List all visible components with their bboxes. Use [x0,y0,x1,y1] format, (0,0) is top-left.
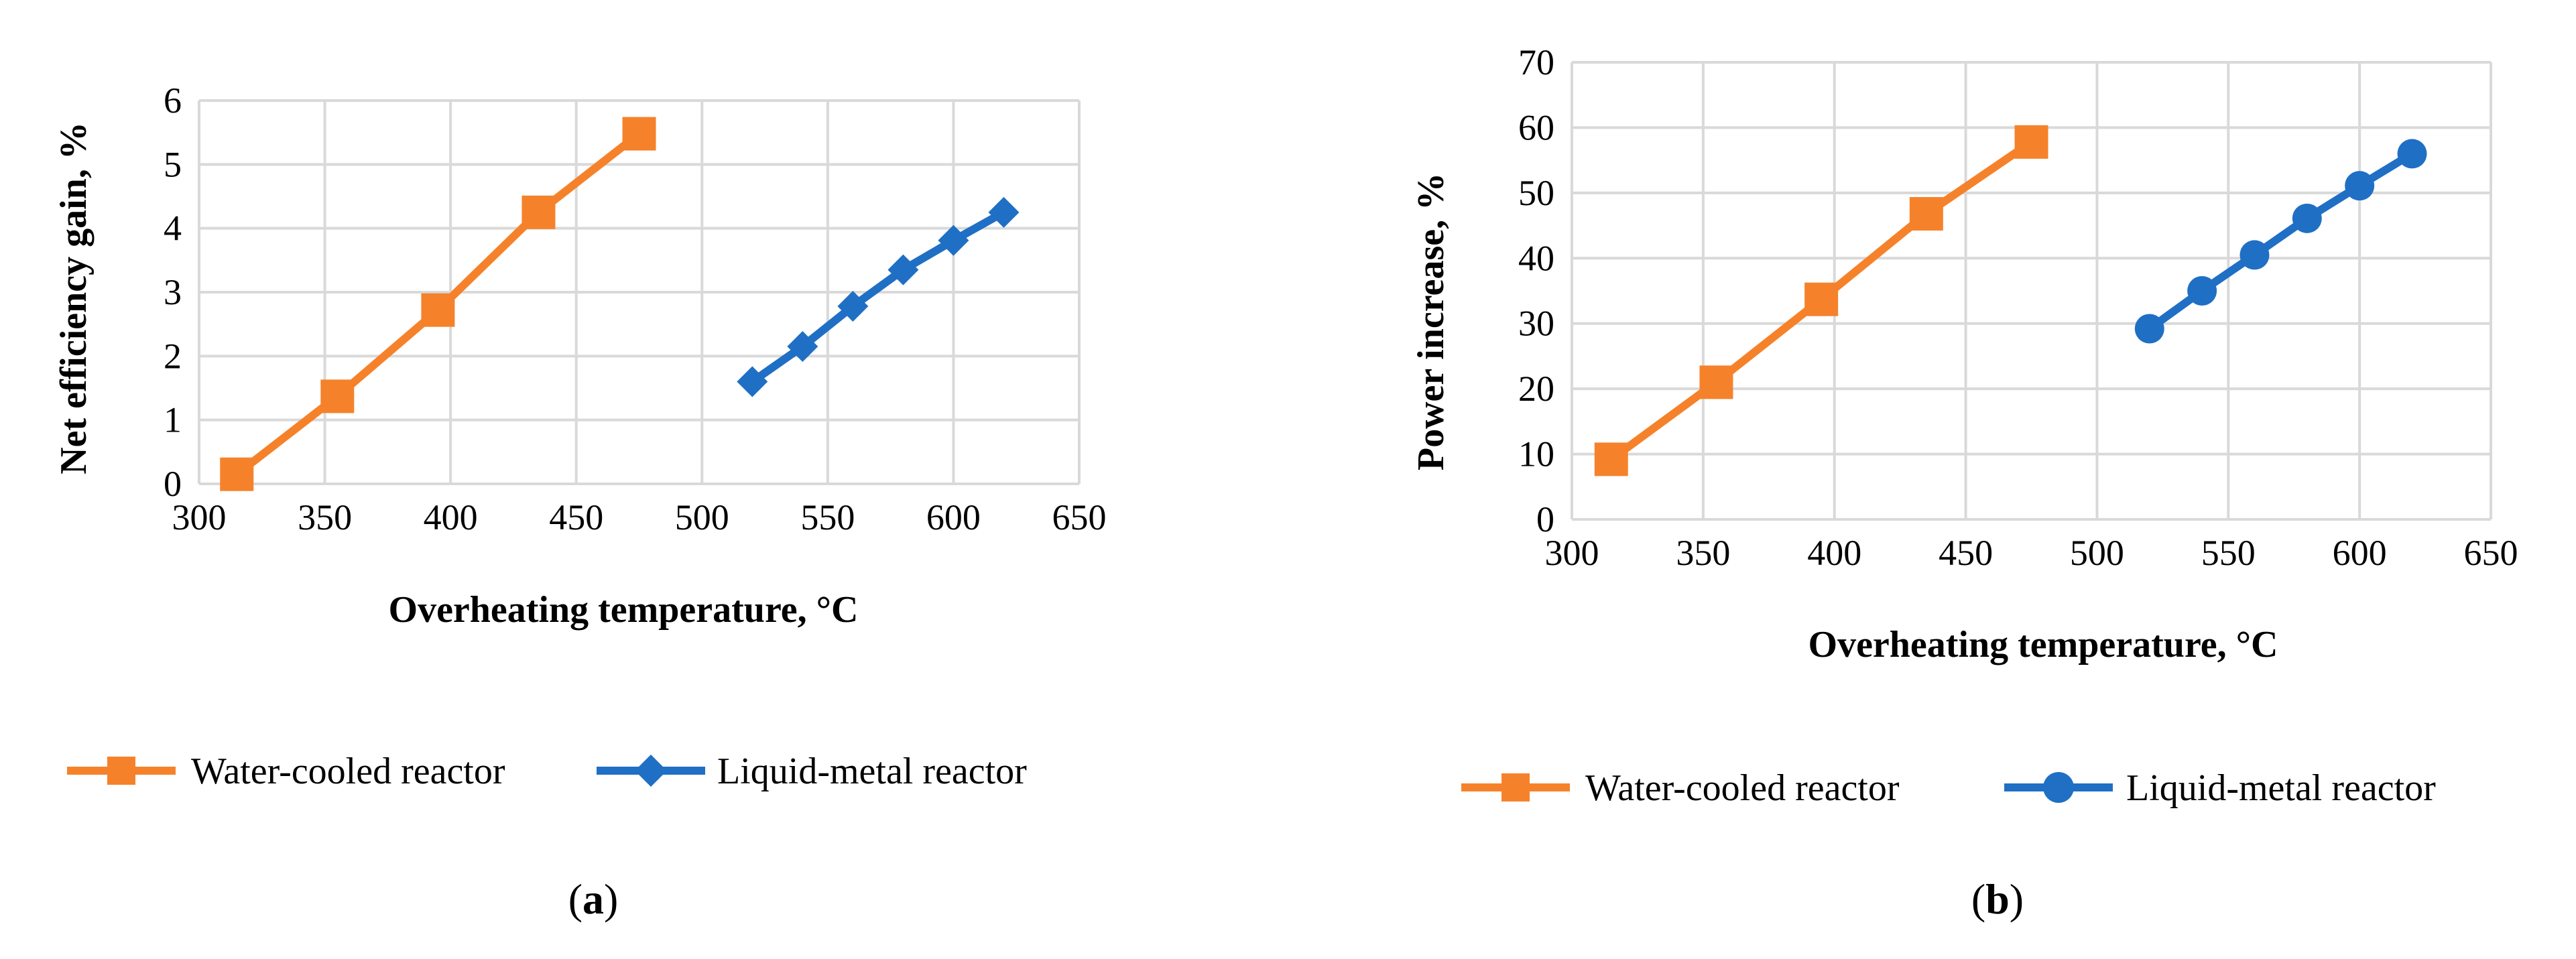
data-point-metal-a[interactable] [988,196,1020,228]
panel-label-b: (b) [1971,875,2024,923]
x-tick-label: 400 [424,497,478,537]
y-tick-label: 60 [1518,107,1554,147]
legend-b: Water-cooled reactor Liquid-metal reacto… [1461,767,2436,809]
x-axis-title-b: Overheating temperature, °C [1808,624,2278,665]
x-tick-label: 550 [2201,533,2256,573]
legend-label-metal-a: Liquid-metal reactor [717,751,1027,792]
data-point-metal-b[interactable] [2240,240,2270,270]
x-tick-labels-a: 300 350 400 450 500 550 600 650 [172,497,1107,537]
data-point-water-a[interactable] [320,379,355,413]
legend-marker-square-b [1501,773,1530,802]
legend-marker-circle-b [2043,772,2074,803]
legend-item-metal-b[interactable]: Liquid-metal reactor [2004,767,2436,809]
data-point-water-a[interactable] [220,457,254,491]
y-tick-label: 50 [1518,173,1554,213]
legend-label-water-a: Water-cooled reactor [191,751,505,792]
data-point-water-b[interactable] [2014,125,2048,159]
y-tick-label: 4 [164,208,182,249]
x-tick-label: 600 [2333,533,2387,573]
legend-item-water-b[interactable]: Water-cooled reactor [1461,767,1900,809]
x-tick-label: 550 [800,497,855,537]
data-point-metal-a[interactable] [737,366,768,397]
chart-panel-a: 0 1 2 3 4 5 6 300 350 400 450 500 550 600 650 Net eff… [53,80,1107,923]
legend-marker-diamond-a [635,755,667,787]
y-tick-label: 10 [1518,434,1554,474]
y-tick-label: 6 [164,80,182,121]
x-tick-label: 350 [298,497,352,537]
x-tick-label: 650 [2464,533,2518,573]
x-tick-label: 450 [1939,533,1993,573]
legend-label-water-b: Water-cooled reactor [1585,767,1900,809]
y-tick-label: 70 [1518,42,1554,82]
y-tick-label: 0 [1536,499,1554,539]
x-tick-label: 300 [172,497,227,537]
series-layer-b [1594,125,2427,476]
legend-a: Water-cooled reactor Liquid-metal reacto… [67,751,1027,792]
x-axis-title-a: Overheating temperature, °C [389,589,859,631]
y-tick-label: 20 [1518,369,1554,409]
y-axis-title-b: Power increase, % [1410,173,1452,470]
legend-item-metal-a[interactable]: Liquid-metal reactor [597,751,1027,792]
y-tick-label: 3 [164,272,182,312]
series-layer-a [220,117,1020,491]
data-point-water-b[interactable] [1594,442,1628,476]
data-point-water-a[interactable] [522,195,556,229]
data-point-metal-b[interactable] [2292,203,2322,233]
data-point-metal-b[interactable] [2397,139,2427,169]
data-point-metal-a[interactable] [837,290,869,322]
x-tick-label: 500 [675,497,729,537]
legend-label-metal-b: Liquid-metal reactor [2126,767,2436,809]
legend-item-water-a[interactable]: Water-cooled reactor [67,751,505,792]
x-tick-label: 400 [1807,533,1861,573]
y-tick-label: 40 [1518,238,1554,278]
data-point-metal-b[interactable] [2345,171,2375,201]
y-tick-label: 0 [164,464,182,504]
gridlines-a [198,99,1081,485]
data-point-metal-b[interactable] [2187,276,2217,306]
x-tick-label: 600 [926,497,981,537]
data-point-water-a[interactable] [622,117,656,151]
x-tick-label: 450 [549,497,603,537]
legend-marker-square-a [107,757,135,785]
y-axis-title-a: Net efficiency gain, % [53,122,95,474]
data-point-water-a[interactable] [421,293,455,327]
panel-label-a: (a) [568,875,619,923]
data-point-metal-a[interactable] [887,254,919,285]
y-tick-labels-b: 0 10 20 30 40 50 60 70 [1518,42,1554,539]
chart-panel-b: 0 10 20 30 40 50 60 70 300 350 400 450 500 550 600 650… [1410,42,2518,923]
x-tick-label: 500 [2070,533,2124,573]
x-tick-label: 300 [1545,533,1599,573]
data-point-metal-a[interactable] [938,225,969,256]
data-point-water-b[interactable] [1699,365,1733,399]
x-tick-label: 650 [1052,497,1107,537]
y-tick-labels-a: 0 1 2 3 4 5 6 [164,80,182,504]
x-tick-labels-b: 300 350 400 450 500 550 600 650 [1545,533,2518,573]
data-point-metal-a[interactable] [787,331,818,363]
y-tick-label: 1 [164,400,182,440]
data-point-metal-b[interactable] [2134,314,2164,344]
y-tick-label: 30 [1518,304,1554,344]
x-tick-label: 350 [1676,533,1730,573]
data-point-water-b[interactable] [1909,197,1943,231]
data-point-water-b[interactable] [1804,282,1839,316]
y-tick-label: 5 [164,144,182,184]
y-tick-label: 2 [164,336,182,376]
